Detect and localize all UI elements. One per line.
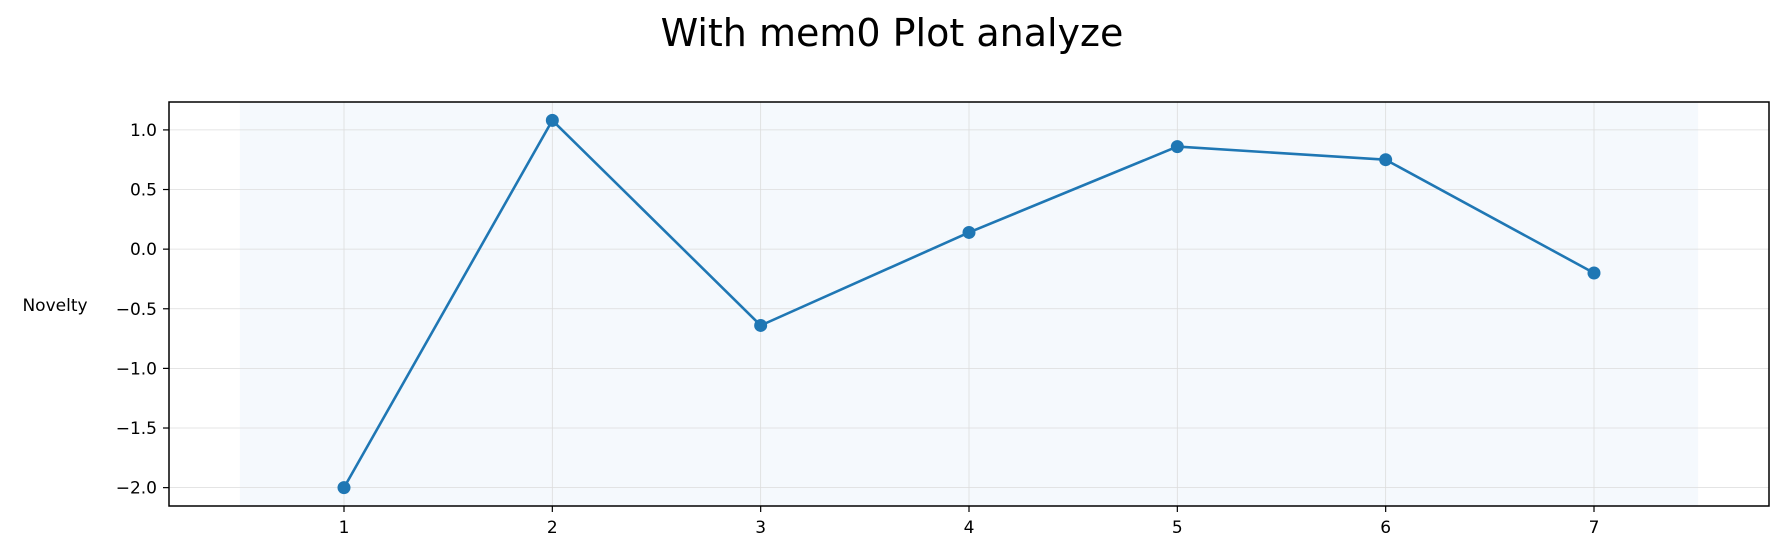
data-point [754,318,768,332]
y-axis-label: Novelty [22,296,87,316]
grid [169,102,1769,506]
data-point [1587,266,1601,280]
x-tick-label: 4 [964,518,975,538]
y-tick-label: 0.5 [130,181,157,201]
y-tick-label: −0.5 [116,300,157,320]
chart-title: With mem0 Plot analyze [661,11,1124,55]
plot-frame [168,101,1770,507]
y-tick-label: −1.5 [116,419,157,439]
ticks: 1 2 3 4 5 6 7 1.0 0.5 0.0 −0.5 −1.0 −1.5 −2.0 [116,121,1600,538]
x-tick-label: 7 [1589,518,1600,538]
data-point [337,481,351,495]
data-point [1379,153,1393,167]
y-tick-label: 1.0 [130,121,157,141]
x-tick-label: 5 [1172,518,1183,538]
data-point [545,113,559,127]
x-tick-label: 3 [755,518,766,538]
x-tick-label: 2 [547,518,558,538]
data-point [962,225,976,239]
x-tick-label: 6 [1380,518,1391,538]
data-point [1170,140,1184,154]
y-tick-label: −1.0 [116,359,157,379]
y-tick-label: −2.0 [116,479,157,499]
series [337,113,1601,495]
y-tick-label: 0.0 [130,240,157,260]
x-tick-label: 1 [339,518,350,538]
